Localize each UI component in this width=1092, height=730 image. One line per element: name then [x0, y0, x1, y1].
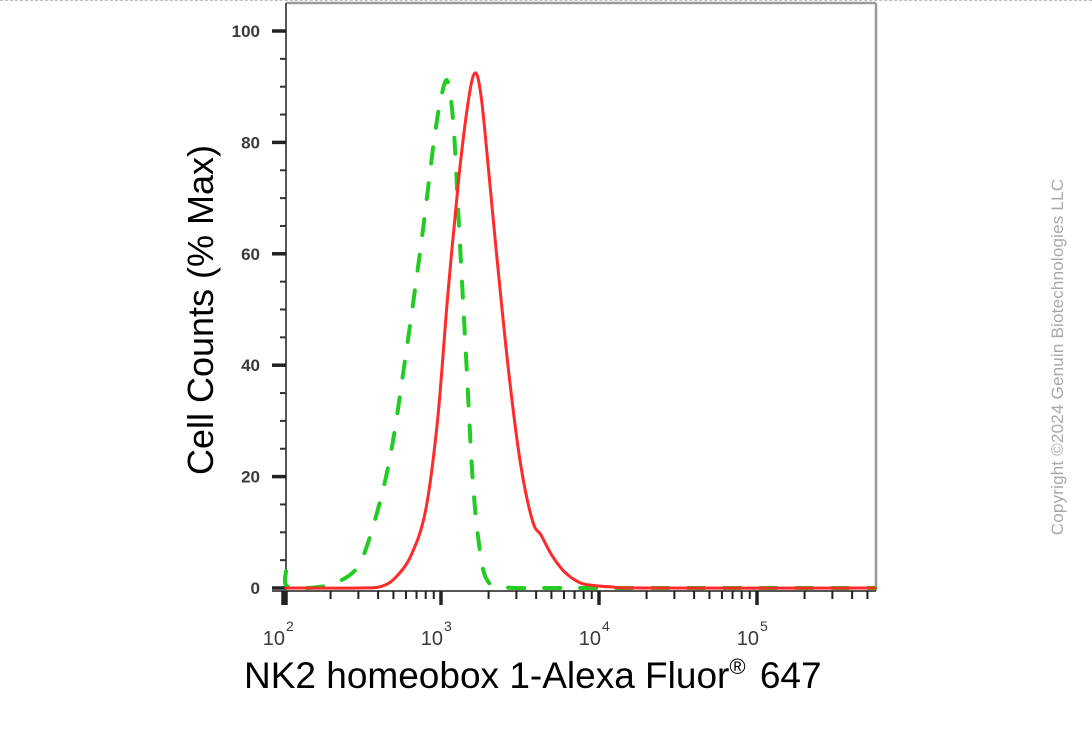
x-tick-exponent: 4: [602, 618, 610, 634]
x-axis-label: NK2 homeobox 1-Alexa Fluor® 647: [244, 654, 822, 697]
plot-frame: [286, 1, 878, 591]
y-tick-label: 20: [241, 468, 260, 487]
y-tick-label: 0: [251, 579, 260, 598]
y-tick-label: 80: [241, 133, 260, 152]
x-tick-label: 10: [421, 628, 443, 650]
copyright-watermark: Copyright ©2024 Genuin Biotechnologies L…: [1048, 178, 1067, 536]
x-tick-label: 10: [579, 628, 601, 650]
x-tick-label: 10: [737, 628, 759, 650]
x-tick-exponent: 5: [760, 618, 768, 634]
y-tick-label: 100: [232, 22, 260, 41]
x-tick-label: 10: [263, 628, 285, 650]
x-tick-exponent: 2: [286, 618, 294, 634]
series-layer: [282, 71, 878, 591]
nk2-homeobox-1-curve: [284, 71, 877, 590]
x-axis-label-tail: 647: [749, 655, 822, 696]
x-tick-exponent: 3: [444, 618, 452, 634]
y-axis-label: Cell Counts (% Max): [180, 144, 221, 476]
top-dashed-border: [0, 0, 1092, 1]
registered-mark: ®: [729, 654, 746, 679]
x-axis-label-main: NK2 homeobox 1-Alexa Fluor: [244, 655, 730, 696]
isotype-control-curve: [282, 78, 878, 591]
y-tick-label: 40: [241, 356, 260, 375]
y-tick-label: 60: [241, 245, 260, 264]
